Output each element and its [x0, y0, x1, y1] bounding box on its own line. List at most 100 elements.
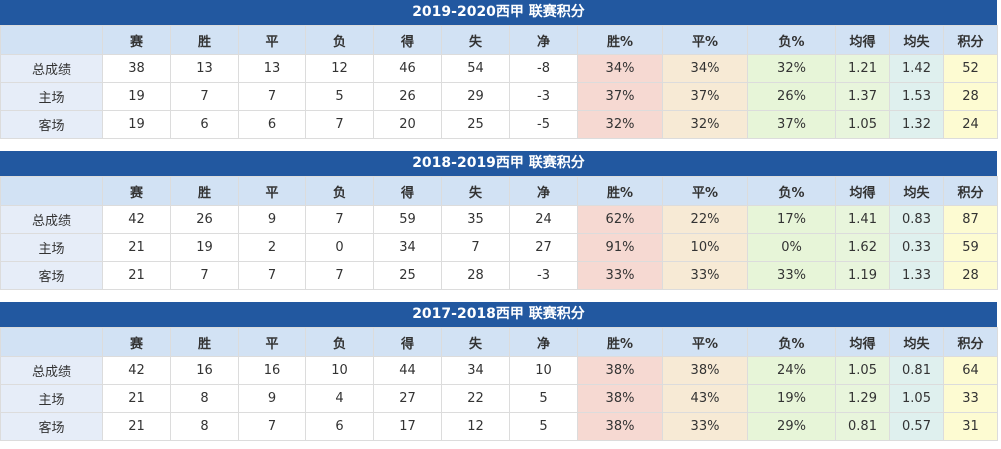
table-cell: -8 — [509, 54, 578, 83]
table-cell: 21 — [102, 233, 171, 262]
table-cell: 10 — [509, 356, 578, 385]
table-row: 客场 21 8 7 6 17 12 5 38% 33% 29% 0.81 0.57 31 — [0, 412, 998, 441]
column-header: 赛 — [102, 327, 171, 357]
table-cell: 91% — [577, 233, 663, 262]
table-row: 总成绩 38 13 13 12 46 54 -8 34% 34% 32% 1.21 1.42 52 — [0, 54, 998, 83]
table-cell: 12 — [441, 412, 510, 441]
column-header: 赛 — [102, 176, 171, 206]
table-row: 客场 21 7 7 7 25 28 -3 33% 33% 33% 1.19 1.33 28 — [0, 261, 998, 290]
table-row: 主场 21 19 2 0 34 7 27 91% 10% 0% 1.62 0.33 59 — [0, 233, 998, 262]
column-header: 胜% — [577, 25, 663, 55]
table-cell: 0.57 — [889, 412, 944, 441]
table-cell: 13 — [238, 54, 306, 83]
table-cell: 8 — [170, 412, 239, 441]
table-cell: 42 — [102, 205, 171, 234]
table-cell: 1.33 — [889, 261, 944, 290]
row-label: 主场 — [0, 233, 103, 262]
column-header: 积分 — [943, 327, 998, 357]
column-header: 净 — [509, 176, 578, 206]
table-cell: 7 — [170, 82, 239, 111]
column-header: 负 — [305, 25, 374, 55]
table-cell: 29 — [441, 82, 510, 111]
table-cell: 5 — [509, 412, 578, 441]
column-header: 平 — [238, 327, 306, 357]
table-cell: 1.21 — [835, 54, 890, 83]
table-cell: 19 — [170, 233, 239, 262]
table-cell: 44 — [373, 356, 442, 385]
table-cell: 32% — [747, 54, 836, 83]
column-header: 胜% — [577, 327, 663, 357]
column-header: 胜% — [577, 176, 663, 206]
table-cell: 6 — [238, 110, 306, 139]
row-label: 主场 — [0, 384, 103, 413]
table-cell: 33% — [747, 261, 836, 290]
table-cell: 38% — [577, 412, 663, 441]
table-cell: 25 — [373, 261, 442, 290]
column-header: 积分 — [943, 25, 998, 55]
table-row: 总成绩 42 26 9 7 59 35 24 62% 22% 17% 1.41 0.83 87 — [0, 205, 998, 234]
table-cell: 24 — [509, 205, 578, 234]
table-cell: 27 — [509, 233, 578, 262]
column-header: 平% — [662, 327, 748, 357]
table-cell: 7 — [305, 110, 374, 139]
table-cell: 34 — [373, 233, 442, 262]
table-cell: 33 — [943, 384, 998, 413]
row-label: 客场 — [0, 412, 103, 441]
table-row: 主场 21 8 9 4 27 22 5 38% 43% 19% 1.29 1.05 33 — [0, 384, 998, 413]
column-header: 失 — [441, 25, 510, 55]
table-cell: 16 — [170, 356, 239, 385]
column-header: 胜 — [170, 25, 239, 55]
table-cell: 52 — [943, 54, 998, 83]
table-cell: 37% — [577, 82, 663, 111]
table-cell: 1.37 — [835, 82, 890, 111]
table-cell: 19 — [102, 82, 171, 111]
table-cell: 7 — [441, 233, 510, 262]
table-cell: 59 — [373, 205, 442, 234]
table-cell: 9 — [238, 384, 306, 413]
table-cell: 19% — [747, 384, 836, 413]
column-header: 得 — [373, 25, 442, 55]
table-cell: 20 — [373, 110, 442, 139]
table-cell: 1.05 — [835, 356, 890, 385]
table-cell: 7 — [238, 412, 306, 441]
table-cell: 38 — [102, 54, 171, 83]
column-header: 平 — [238, 25, 306, 55]
column-header — [0, 25, 103, 55]
table-cell: 26 — [373, 82, 442, 111]
table-cell: 1.42 — [889, 54, 944, 83]
standings-table: 赛胜平负得失净胜% 平% 负% 均得 均失 积分 总成绩 42 26 9 7 59 35 24 62% 22%… — [0, 176, 998, 290]
table-cell: 17% — [747, 205, 836, 234]
table-cell: 32% — [662, 110, 748, 139]
table-cell: 38% — [662, 356, 748, 385]
column-header: 赛 — [102, 25, 171, 55]
column-header: 胜 — [170, 327, 239, 357]
column-header: 平 — [238, 176, 306, 206]
column-header: 均得 — [835, 176, 890, 206]
table-cell: 24 — [943, 110, 998, 139]
table-cell: 1.32 — [889, 110, 944, 139]
table-cell: 22 — [441, 384, 510, 413]
table-title: 2017-2018西甲 联赛积分 — [0, 302, 997, 327]
column-header: 负 — [305, 327, 374, 357]
table-cell: 16 — [238, 356, 306, 385]
table-cell: 28 — [943, 261, 998, 290]
table-cell: 28 — [441, 261, 510, 290]
table-cell: 21 — [102, 261, 171, 290]
table-cell: 5 — [509, 384, 578, 413]
header-row: 赛胜平负得失净胜% 平% 负% 均得 均失 积分 — [0, 176, 998, 206]
column-header: 净 — [509, 327, 578, 357]
table-cell: 38% — [577, 356, 663, 385]
column-header: 负% — [747, 327, 836, 357]
table-cell: 1.19 — [835, 261, 890, 290]
table-cell: 0 — [305, 233, 374, 262]
column-header: 均失 — [889, 176, 944, 206]
header-row: 赛胜平负得失净胜% 平% 负% 均得 均失 积分 — [0, 25, 998, 55]
table-cell: 2 — [238, 233, 306, 262]
table-cell: 42 — [102, 356, 171, 385]
table-cell: 34 — [441, 356, 510, 385]
column-header: 失 — [441, 176, 510, 206]
table-cell: 24% — [747, 356, 836, 385]
column-header: 净 — [509, 25, 578, 55]
column-header: 失 — [441, 327, 510, 357]
table-cell: -3 — [509, 82, 578, 111]
